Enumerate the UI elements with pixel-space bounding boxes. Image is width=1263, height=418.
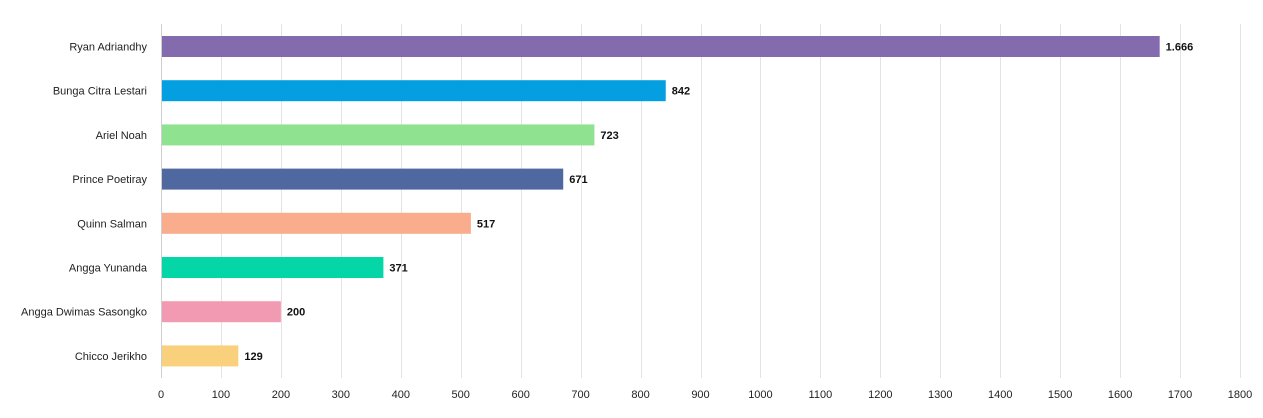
category-label: Prince Poetiray: [72, 174, 147, 186]
data-label: 129: [244, 351, 262, 363]
bars: [162, 36, 1160, 367]
x-tick-label: 900: [691, 389, 709, 401]
x-tick-label: 1700: [1168, 389, 1192, 401]
x-tick-label: 700: [571, 389, 589, 401]
category-label: Ryan Adriandhy: [69, 42, 147, 54]
bar-angga-yunanda: [162, 257, 384, 278]
x-tick-label: 1400: [988, 389, 1012, 401]
bar-angga-dwimas-sasongko: [162, 301, 281, 323]
bar-quinn-salman: [162, 212, 471, 234]
category-label: Bunga Citra Lestari: [53, 86, 147, 98]
data-label: 723: [600, 130, 618, 142]
data-label: 1.666: [1166, 42, 1194, 54]
x-tick-label: 1800: [1228, 389, 1252, 401]
x-tick-label: 600: [511, 389, 529, 401]
x-tick-label: 500: [452, 389, 470, 401]
grid-lines: [161, 24, 1241, 378]
x-tick-label: 300: [332, 389, 350, 401]
category-label: Angga Yunanda: [69, 263, 148, 275]
x-tick-label: 400: [392, 389, 410, 401]
bar-ryan-adriandhy: [162, 36, 1160, 57]
bar-ariel-noah: [162, 124, 595, 146]
x-tick-label: 1100: [809, 389, 833, 401]
x-tick-label: 0: [158, 389, 164, 401]
category-label: Angga Dwimas Sasongko: [21, 307, 147, 319]
x-tick-label: 100: [212, 389, 230, 401]
x-tick-label: 800: [631, 389, 649, 401]
data-label: 200: [287, 307, 305, 319]
bar-bunga-citra-lestari: [162, 80, 666, 102]
category-label: Quinn Salman: [77, 218, 147, 230]
data-label: 842: [672, 86, 690, 98]
bar-prince-poetiray: [162, 168, 564, 190]
x-tick-label: 200: [272, 389, 290, 401]
bar-chicco-jerikho: [162, 345, 239, 367]
x-tick-label: 1500: [1048, 389, 1072, 401]
x-tick-label: 1600: [1108, 389, 1132, 401]
x-tick-label: 1200: [868, 389, 892, 401]
labels: 0 100 200 300 400 500 600 700 800 900 1000 1100 1200…: [21, 42, 1252, 402]
x-tick-label: 1300: [928, 389, 952, 401]
category-label: Ariel Noah: [96, 130, 147, 142]
x-tick-label: 1000: [748, 389, 772, 401]
category-label: Chicco Jerikho: [75, 351, 147, 363]
data-label: 371: [389, 263, 407, 275]
data-label: 517: [477, 218, 495, 230]
data-label: 671: [569, 174, 587, 186]
